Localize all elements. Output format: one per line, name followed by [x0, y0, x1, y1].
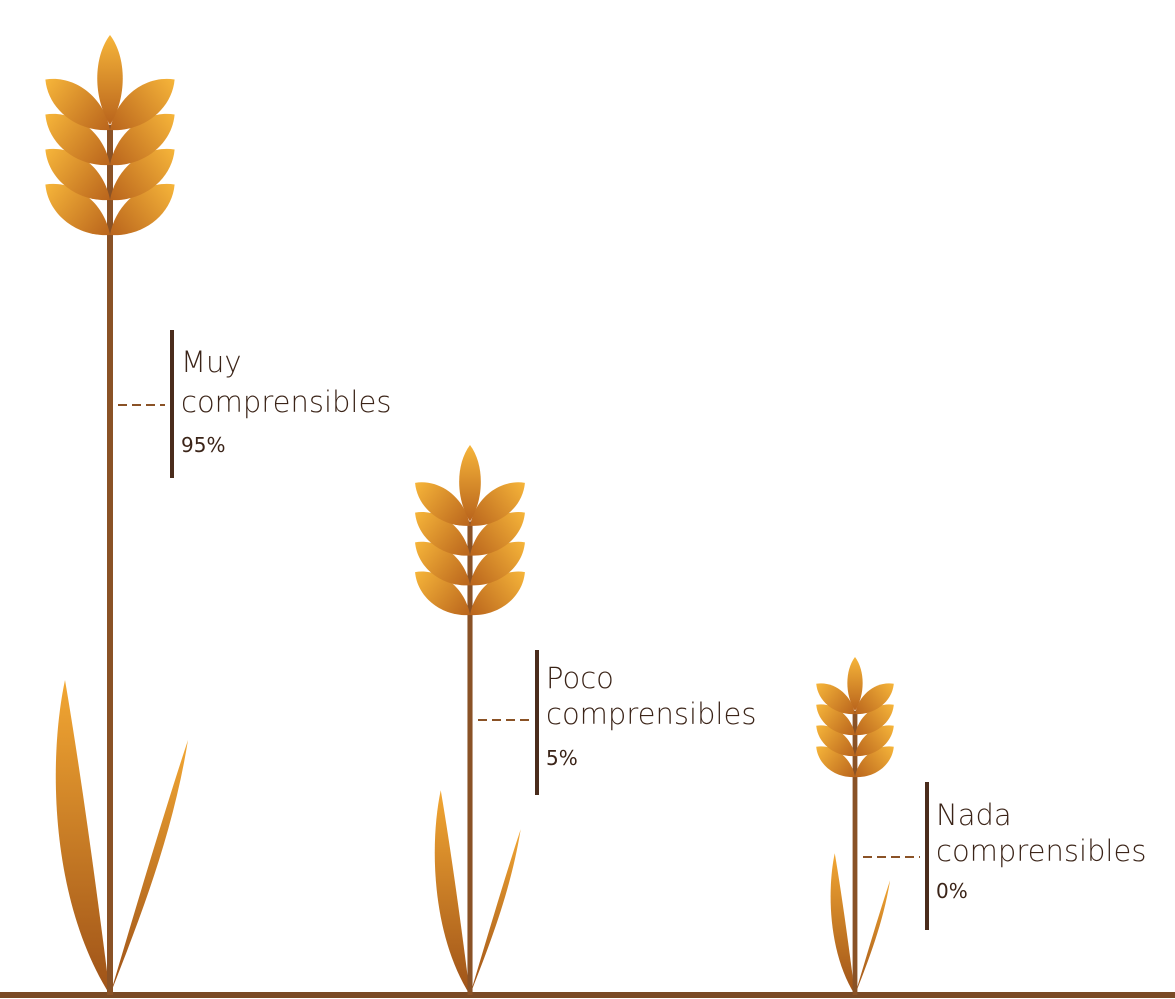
grain-leaf	[855, 683, 894, 715]
grain-leaf	[45, 78, 110, 131]
grain-leaf	[470, 571, 525, 616]
label-name: comprensibles	[936, 834, 1146, 868]
grain-leaf	[855, 704, 894, 736]
grain-leaf	[415, 512, 470, 556]
grain-leaf	[816, 725, 855, 757]
grain-leaf	[470, 512, 525, 556]
grain-leaf	[415, 541, 470, 586]
grain-leaf	[855, 746, 894, 778]
grain-leaf	[855, 725, 894, 757]
grain-leaf	[816, 683, 855, 715]
grain-leaf	[45, 183, 110, 236]
grain-leaf	[45, 148, 110, 201]
grain-leaf	[816, 704, 855, 736]
base-leaf	[470, 829, 521, 995]
label-value: 5%	[546, 746, 578, 770]
wheat-plant: Muy comprensibles 95%	[45, 35, 391, 995]
label-name: Poco	[546, 661, 614, 695]
grain-leaf	[470, 541, 525, 586]
base-leaf	[830, 853, 855, 995]
grain-leaf	[847, 657, 863, 711]
label-value: 95%	[181, 433, 225, 457]
grain-leaf	[470, 482, 525, 526]
grain-leaf	[110, 183, 175, 236]
grain-leaf	[110, 113, 175, 166]
grain-leaf	[97, 35, 123, 125]
base-leaf	[855, 880, 891, 995]
label-value: 0%	[936, 879, 968, 903]
grain-leaf	[415, 482, 470, 526]
grain-leaf	[110, 148, 175, 201]
grain-leaf	[110, 78, 175, 131]
grain-leaf	[45, 113, 110, 166]
grain-leaf	[415, 571, 470, 616]
base-leaf	[434, 790, 470, 995]
label-name: comprensibles	[181, 385, 391, 419]
label-name: comprensibles	[546, 697, 756, 731]
label-name: Nada	[936, 798, 1012, 832]
label-name: Muy	[181, 345, 242, 379]
grain-leaf	[459, 445, 481, 522]
base-leaf	[110, 740, 188, 995]
grain-leaf	[816, 746, 855, 778]
base-leaf	[55, 680, 110, 995]
